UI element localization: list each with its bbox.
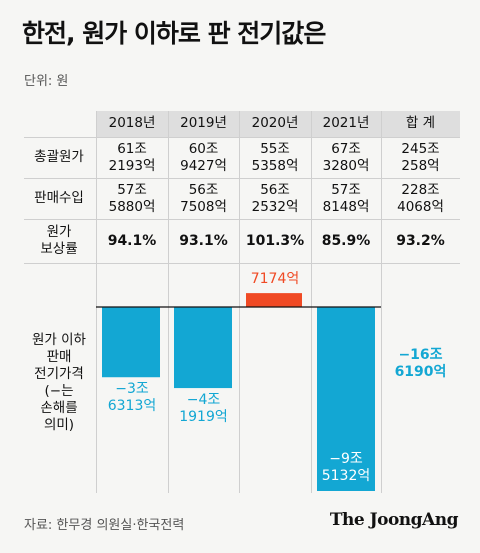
grid-vline (239, 111, 240, 493)
table-cell: 57조 8148억 (322, 182, 370, 215)
bar-value-label: 7174억 (250, 271, 300, 288)
row-label-cost-recovery: 원가 보상률 (40, 224, 78, 257)
row-label-total-cost: 총괄원가 (34, 149, 84, 165)
header-2020: 2020년 (251, 115, 299, 131)
table-cell: 56조 7508억 (180, 182, 227, 215)
table-cell: 228조 4068억 (397, 182, 444, 215)
table-cell: 67조 3280억 (322, 141, 370, 174)
header-total: 합 계 (405, 115, 436, 131)
source-note: 자료: 한무경 의원실·한국전력 (24, 518, 185, 533)
bar-value-label: −9조 5132억 (321, 451, 371, 484)
table-cell: 56조 2532억 (251, 182, 299, 215)
grid-hline (24, 263, 460, 264)
unit-note: 단위: 원 (24, 74, 69, 89)
chart-row-label: 원가 이하 판매 전기가격 (−는 손해를 의미) (32, 332, 86, 433)
header-2021: 2021년 (322, 115, 370, 131)
bar-2020년 (246, 293, 302, 307)
table-cell: 101.3% (245, 233, 305, 249)
bar-2019년 (174, 307, 232, 389)
table-cell: 60조 9427억 (180, 141, 227, 174)
grid-vline (96, 111, 97, 493)
bar-value-label: −4조 1919억 (179, 392, 228, 426)
header-2018: 2018년 (108, 115, 156, 131)
table-cell: 93.1% (179, 233, 228, 249)
header-2019: 2019년 (180, 115, 227, 131)
bar-2018년 (102, 307, 160, 378)
table-cell: 61조 2193억 (108, 141, 156, 174)
brand-logo: The JoongAng (329, 510, 459, 530)
grid-vline (311, 111, 312, 493)
bar-value-label: −16조 6190억 (394, 347, 447, 380)
grid-vline (381, 111, 382, 493)
chart-title: 한전, 원가 이하로 판 전기값은 (22, 19, 326, 48)
table-cell: 94.1% (107, 233, 157, 249)
table-cell: 57조 5880억 (108, 182, 156, 215)
table-cell: 85.9% (321, 233, 371, 249)
bar-value-label: −3조 6313억 (107, 381, 157, 415)
bar-2021년 (317, 307, 375, 491)
table-cell: 245조 258억 (401, 141, 440, 174)
row-label-sales-revenue: 판매수입 (34, 190, 84, 206)
table-cell: 55조 5358억 (251, 141, 299, 174)
grid-hline (24, 178, 460, 179)
header-band (96, 111, 460, 137)
grid-hline (24, 137, 460, 138)
table-cell: 93.2% (396, 233, 445, 249)
grid-hline (24, 219, 460, 220)
grid-vline (168, 111, 169, 493)
